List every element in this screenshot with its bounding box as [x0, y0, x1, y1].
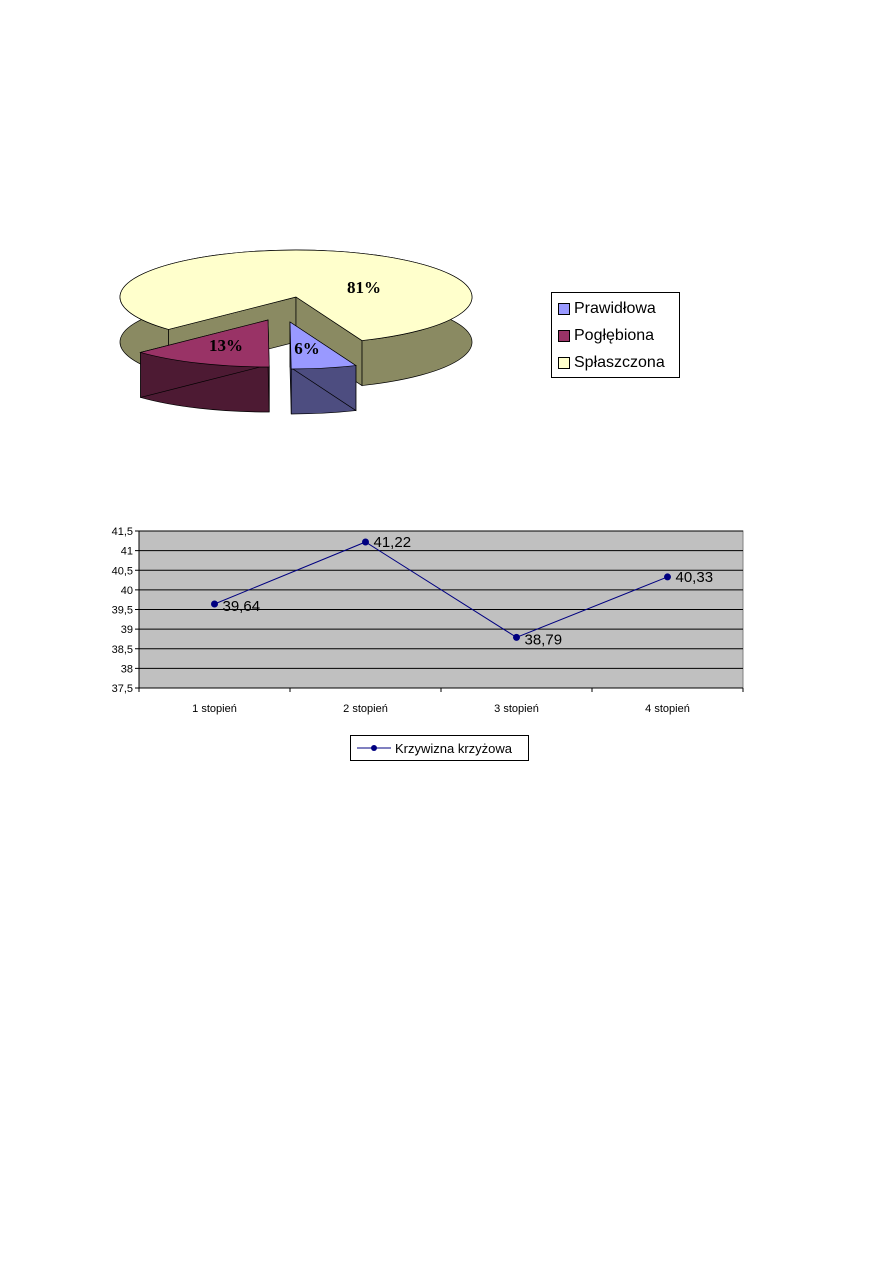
- legend-item-poglebiona: Pogłębiona: [552, 322, 679, 349]
- legend-label: Krzywizna krzyżowa: [395, 740, 513, 756]
- y-tick-label: 39,5: [112, 605, 133, 617]
- data-label: 38,79: [525, 631, 563, 648]
- x-tick-label: 1 stopień: [192, 703, 237, 715]
- pie-slice-Pogłębiona: [139, 319, 270, 368]
- x-tick-label: 3 stopień: [494, 703, 539, 715]
- x-tick-label: 4 stopień: [645, 703, 690, 715]
- pie-slice-Spłaszczona: [119, 249, 473, 341]
- plot-area: [138, 530, 744, 689]
- data-point: [362, 538, 369, 546]
- y-tick-label: 39: [121, 624, 133, 636]
- line-legend: Krzywizna krzyżowa: [350, 735, 529, 761]
- legend-label: Spłaszczona: [574, 353, 665, 371]
- x-tick-label: 2 stopień: [343, 703, 388, 715]
- pie-data-label: 6%: [294, 339, 320, 358]
- pie-slice-Prawidłowa: [289, 321, 357, 370]
- data-label: 40,33: [676, 569, 714, 586]
- y-tick-label: 41: [121, 546, 133, 558]
- pie-data-label: 81%: [347, 278, 381, 297]
- y-tick-label: 37,5: [112, 683, 133, 695]
- y-tick-label: 40,5: [112, 565, 133, 577]
- data-point: [211, 600, 218, 608]
- y-tick-label: 40: [121, 585, 133, 597]
- y-tick-label: 38,5: [112, 644, 133, 656]
- data-point: [664, 573, 671, 581]
- legend-label: Prawidłowa: [574, 299, 656, 317]
- y-tick-label: 38: [121, 663, 133, 675]
- pie-legend: Prawidłowa Pogłębiona Spłaszczona: [551, 292, 680, 378]
- legend-item-splaszczona: Spłaszczona: [552, 349, 679, 376]
- data-label: 39,64: [223, 598, 261, 615]
- pie-data-label: 13%: [209, 336, 243, 355]
- y-tick-label: 41,5: [112, 526, 133, 538]
- legend-label: Pogłębiona: [574, 326, 655, 344]
- data-point: [513, 633, 520, 641]
- series-line: [214, 541, 668, 638]
- data-label: 41,22: [374, 534, 412, 551]
- legend-swatch: [558, 329, 570, 342]
- legend-item-prawidlowa: Prawidłowa: [552, 295, 679, 322]
- pie-chart: 6% 13% 81%: [119, 249, 473, 415]
- legend-swatch: [558, 302, 570, 315]
- legend-line-marker-icon: [357, 745, 391, 751]
- legend-swatch: [558, 356, 570, 369]
